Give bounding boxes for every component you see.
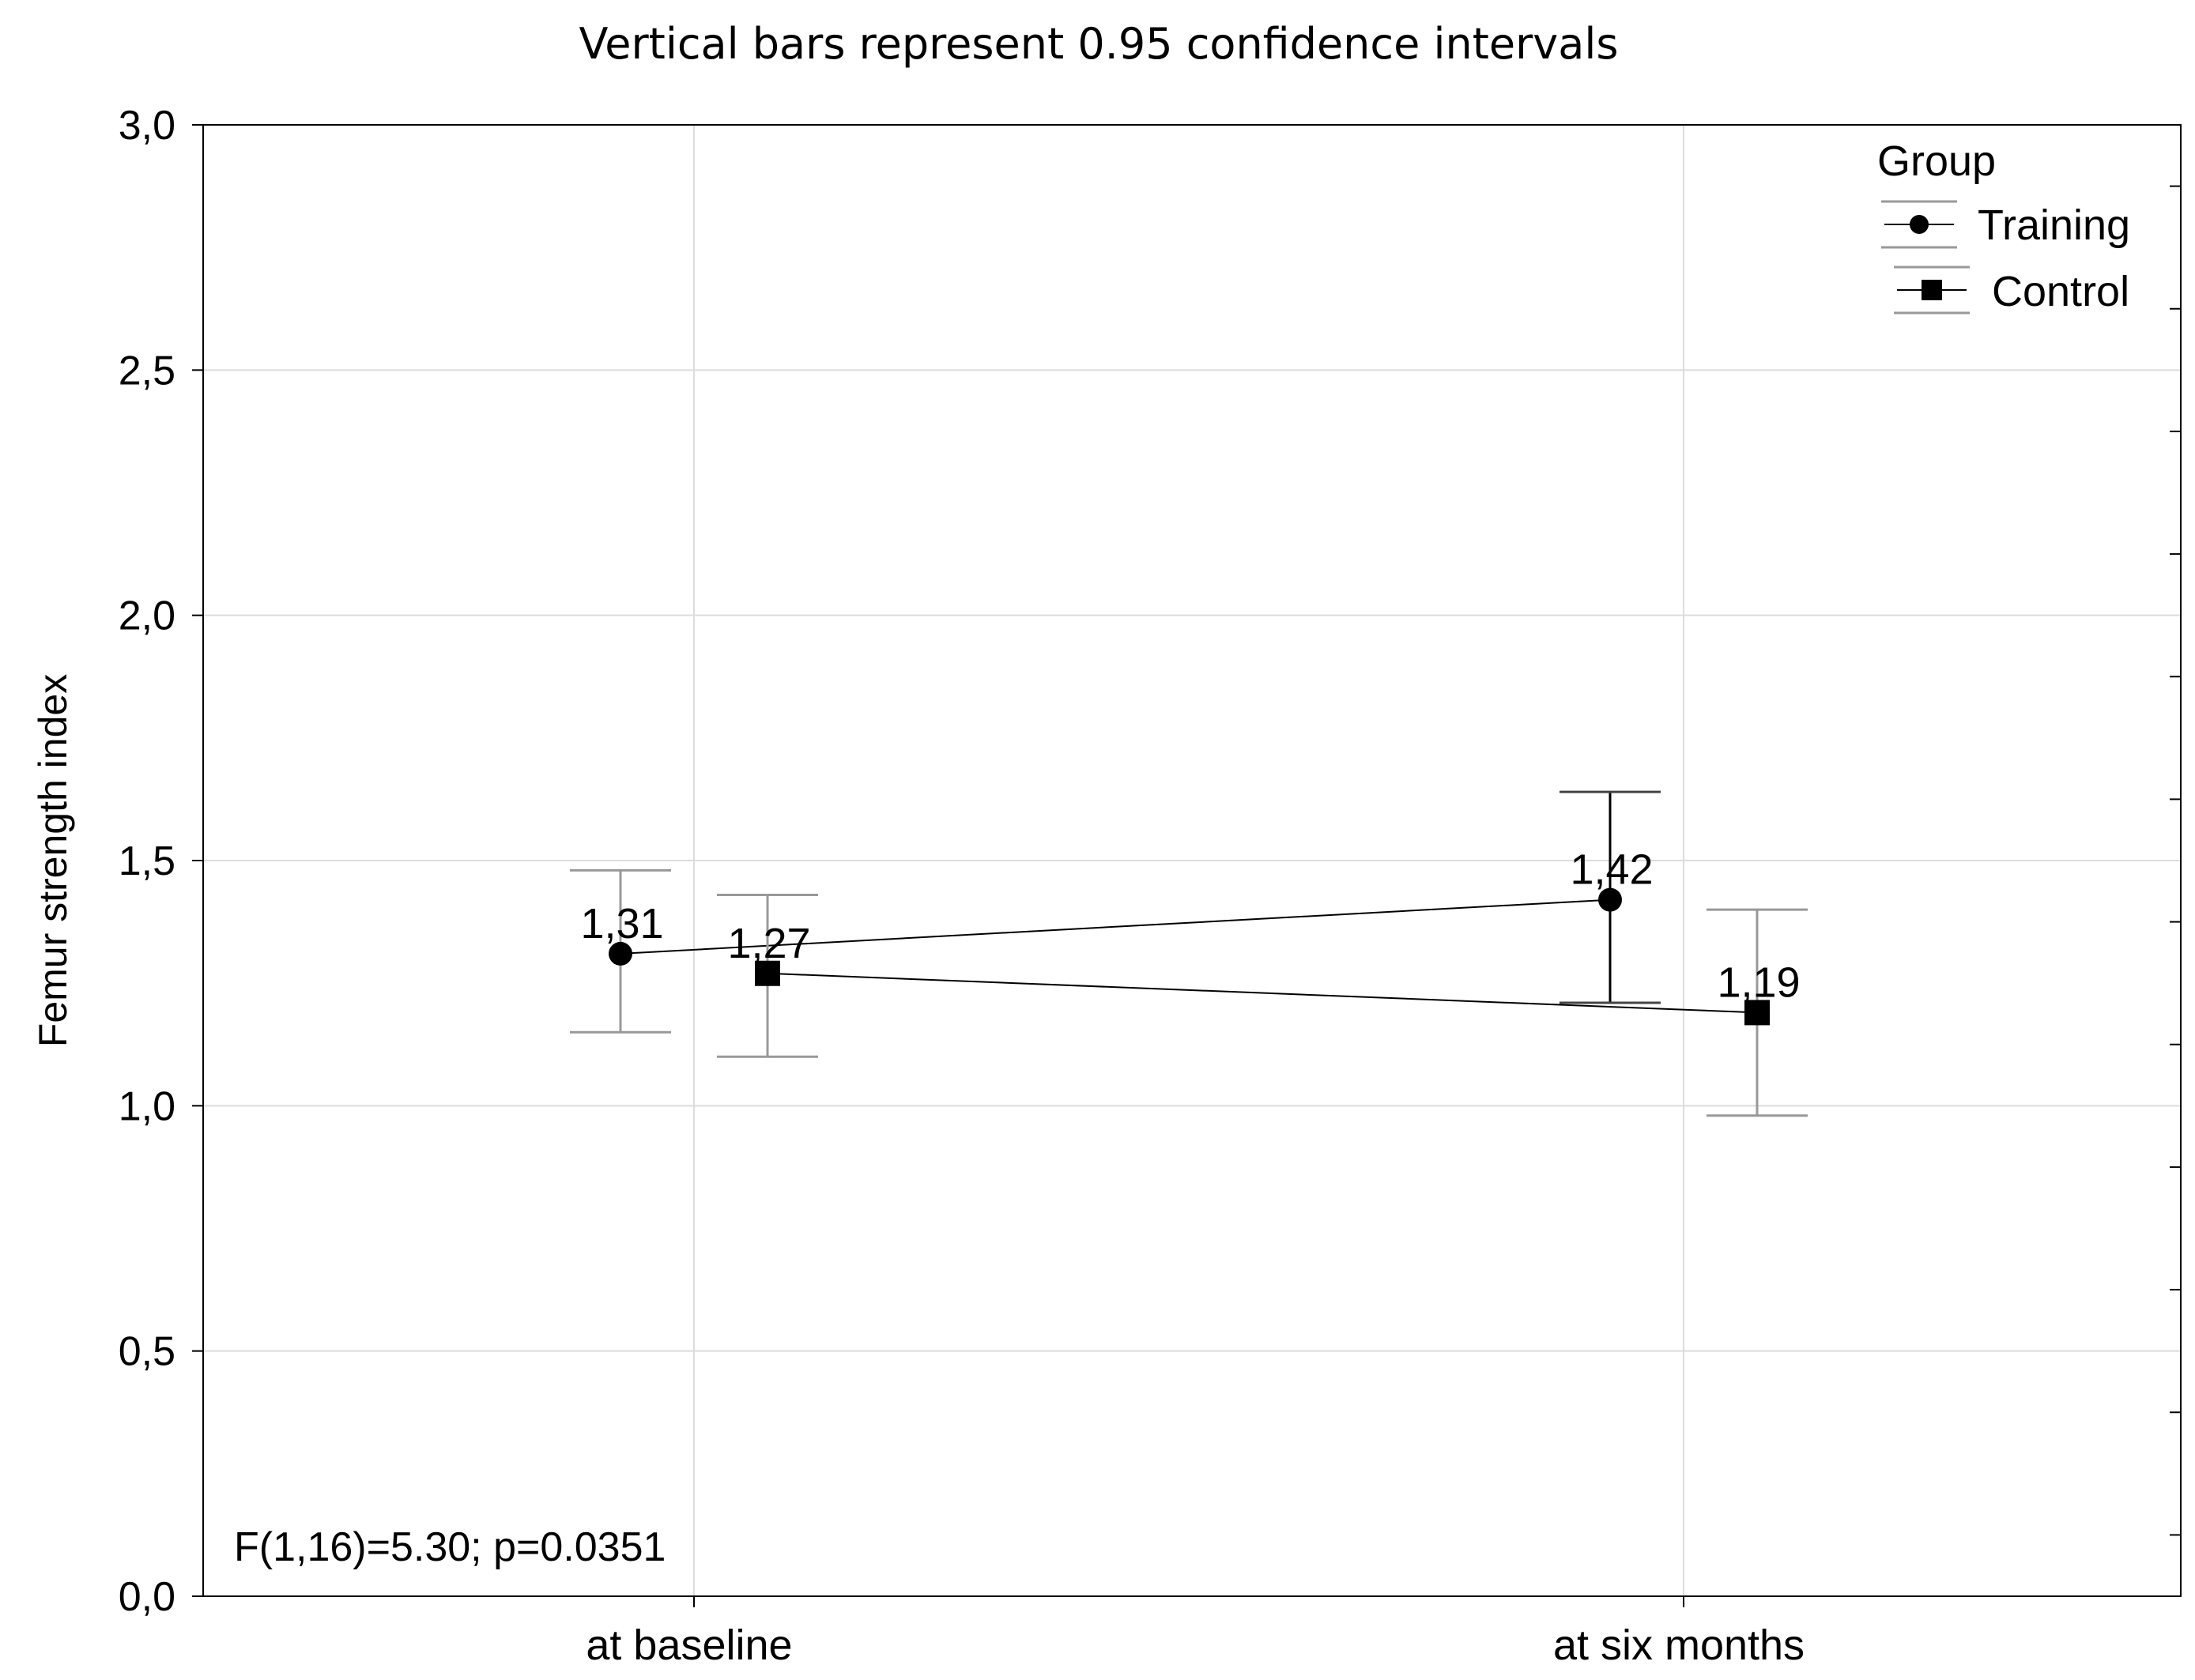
gridlines	[203, 125, 2181, 1596]
y-tick-label: 0,0	[119, 1574, 175, 1620]
legend-label-control: Control	[1992, 268, 2129, 315]
y-tick-label: 3,0	[119, 103, 175, 149]
series-line-training	[620, 898, 1611, 955]
y-tick-label: 0,5	[119, 1329, 175, 1375]
legend-label-training: Training	[1978, 202, 2130, 249]
y-tick-label: 2,0	[119, 593, 175, 639]
legend-entry-training: Training	[1881, 200, 2130, 249]
legend-circle-marker	[1910, 215, 1929, 234]
series-line-control	[767, 972, 1758, 1014]
legend-title: Group	[1877, 137, 1996, 185]
series-lines	[620, 898, 1758, 1014]
point-control	[1744, 1000, 1770, 1026]
y-axis-label: Femur strength index	[31, 674, 75, 1047]
y-tick-label: 2,5	[119, 348, 175, 394]
right-axis-ticks	[2170, 185, 2181, 1536]
stats-annotation: F(1,16)=5.30; p=0.0351	[234, 1524, 666, 1570]
legend-square-marker	[1922, 280, 1942, 300]
point-training	[609, 941, 632, 966]
legend: Group Training Control	[1877, 137, 2130, 315]
data-markers	[609, 887, 1770, 1026]
y-tick-label: 1,0	[119, 1083, 175, 1129]
data-label-training: 1,42	[1570, 846, 1653, 894]
x-tick-label: at six months	[1553, 1622, 1805, 1669]
data-label-training: 1,31	[580, 900, 663, 947]
x-axis-ticks: at baseline at six months	[586, 1596, 1805, 1669]
data-label-control: 1,27	[727, 920, 810, 967]
x-tick-label: at baseline	[586, 1622, 792, 1669]
y-tick-label: 1,5	[119, 838, 175, 884]
point-control	[755, 960, 780, 986]
legend-entry-control: Control	[1894, 266, 2129, 315]
point-training	[1598, 887, 1622, 912]
data-label-control: 1,19	[1717, 959, 1800, 1006]
y-axis-ticks: 0,0 0,5 1,0 1,5 2,0 2,5 3,0	[119, 103, 203, 1620]
data-value-labels: 1,31 1,42 1,27 1,19	[580, 846, 1800, 1007]
chart-title: Vertical bars represent 0.95 confidence …	[579, 19, 1618, 69]
